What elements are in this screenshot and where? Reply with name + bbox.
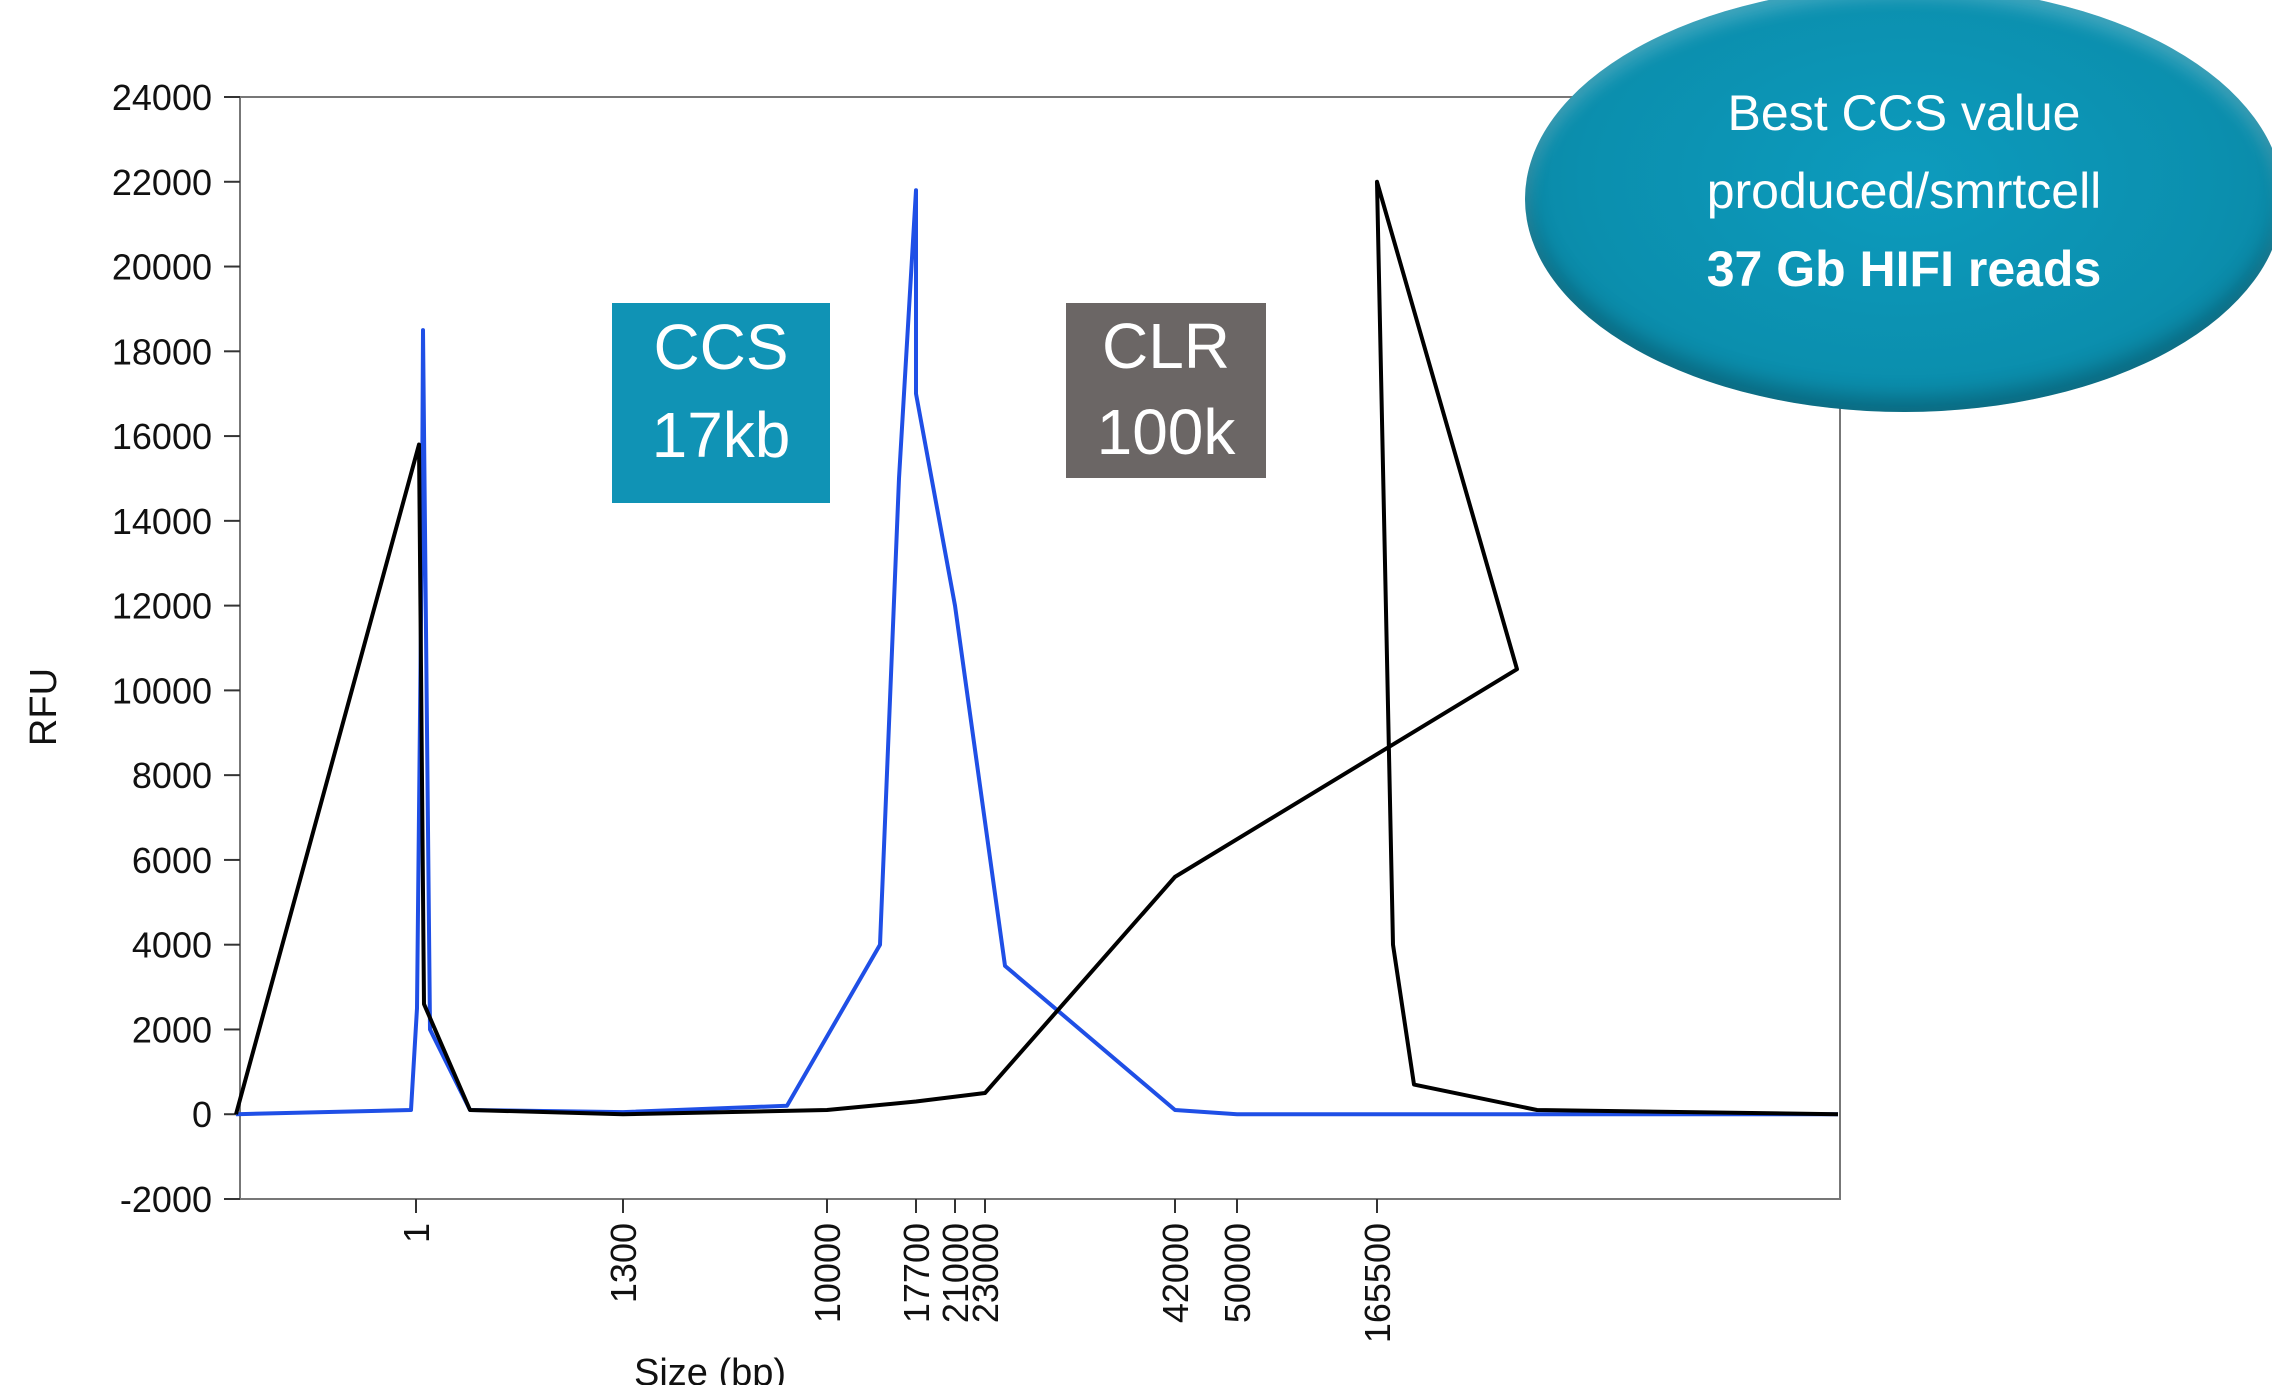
x-tick-label: 23000 bbox=[965, 1223, 1006, 1323]
callout-line3: 37 Gb HIFI reads bbox=[1706, 241, 2102, 297]
ccs-label-line1: CCS bbox=[653, 311, 789, 383]
series-ccs-line bbox=[235, 188, 1838, 1117]
series-layer bbox=[234, 179, 1839, 1117]
y-axis: 2400022000200001800016000140001200010000… bbox=[112, 77, 240, 1220]
y-tick-label: 22000 bbox=[112, 162, 212, 203]
x-tick-label: 42000 bbox=[1155, 1223, 1196, 1323]
x-tick-label: 1300 bbox=[603, 1223, 644, 1303]
clr-label-box: CLR 100k bbox=[1066, 303, 1266, 478]
y-axis-title: RFU bbox=[23, 668, 65, 746]
callout-line1: Best CCS value bbox=[1727, 85, 2081, 141]
y-tick-label: 8000 bbox=[132, 755, 212, 796]
y-tick-label: 14000 bbox=[112, 501, 212, 542]
x-tick-label: 10000 bbox=[807, 1223, 848, 1323]
ccs-label-box: CCS 17kb bbox=[612, 303, 830, 503]
y-tick-label: 10000 bbox=[112, 670, 212, 711]
series-clr-line bbox=[234, 179, 1839, 1117]
y-tick-label: 4000 bbox=[132, 925, 212, 966]
callout-bubble: Best CCS value produced/smrtcell 37 Gb H… bbox=[1525, 0, 2272, 412]
y-tick-label: 24000 bbox=[112, 77, 212, 118]
x-tick-label: 165500 bbox=[1357, 1223, 1398, 1343]
x-tick-label: 50000 bbox=[1217, 1223, 1258, 1323]
x-tick-label: 21000 bbox=[935, 1223, 976, 1323]
x-tick-label: 1 bbox=[396, 1223, 437, 1243]
y-tick-label: 18000 bbox=[112, 331, 212, 372]
y-tick-label: 20000 bbox=[112, 247, 212, 288]
y-tick-label: -2000 bbox=[120, 1179, 212, 1220]
y-tick-label: 12000 bbox=[112, 586, 212, 627]
clr-label-line2: 100k bbox=[1096, 396, 1236, 468]
y-tick-label: 2000 bbox=[132, 1009, 212, 1050]
y-tick-label: 6000 bbox=[132, 840, 212, 881]
x-axis-title: Size (bp) bbox=[634, 1352, 786, 1385]
y-tick-label: 16000 bbox=[112, 416, 212, 457]
x-tick-label: 17700 bbox=[896, 1223, 937, 1323]
y-tick-label: 0 bbox=[192, 1094, 212, 1135]
ccs-label-line2: 17kb bbox=[651, 399, 791, 471]
clr-label-line1: CLR bbox=[1101, 310, 1231, 382]
callout-line2: produced/smrtcell bbox=[1706, 163, 2102, 219]
